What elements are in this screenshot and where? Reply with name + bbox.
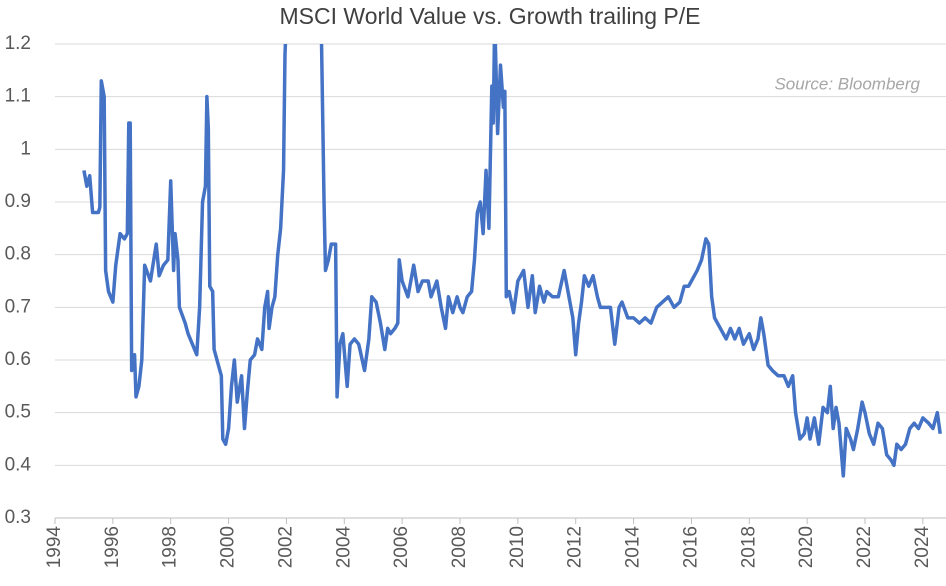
x-tick-label: 2018 bbox=[738, 526, 759, 568]
x-tick-label: 1994 bbox=[44, 526, 65, 569]
x-tick-label: 2022 bbox=[854, 526, 875, 568]
y-tick-label: 0.5 bbox=[5, 402, 31, 423]
x-tick-label: 2020 bbox=[796, 526, 817, 568]
chart-title: MSCI World Value vs. Growth trailing P/E bbox=[280, 3, 701, 29]
y-tick-label: 0.3 bbox=[5, 507, 31, 528]
x-tick-label: 1998 bbox=[160, 526, 181, 568]
y-tick-label: 0.8 bbox=[5, 244, 31, 265]
y-tick-label: 0.6 bbox=[5, 349, 31, 370]
x-tick-label: 2012 bbox=[565, 526, 586, 568]
data-line bbox=[82, 44, 942, 478]
y-tick-label: 0.4 bbox=[5, 454, 32, 475]
y-tick-label: 1.1 bbox=[5, 86, 31, 107]
y-tick-label: 0.7 bbox=[5, 296, 31, 317]
x-tick-label: 2008 bbox=[449, 526, 470, 568]
x-tick-label: 2004 bbox=[333, 526, 354, 569]
y-tick-label: 1.2 bbox=[5, 33, 31, 54]
x-tick-label: 2002 bbox=[275, 526, 296, 568]
x-tick-label: 2016 bbox=[680, 526, 701, 568]
y-tick-label: 1 bbox=[20, 138, 31, 159]
x-tick-label: 2006 bbox=[391, 526, 412, 568]
source-note: Source: Bloomberg bbox=[774, 74, 920, 93]
x-tick-label: 1996 bbox=[102, 526, 123, 568]
x-tick-label: 2014 bbox=[623, 526, 644, 569]
plot-area bbox=[82, 44, 942, 478]
x-tick-label: 2024 bbox=[912, 526, 933, 569]
x-tick-label: 2010 bbox=[507, 526, 528, 568]
grid bbox=[54, 43, 946, 524]
x-tick-label: 2000 bbox=[218, 526, 239, 568]
axis-labels: 0.3 0.4 0.5 0.6 0.7 0.8 0.9 1 1.1 1.2 1994 1996 1998… bbox=[5, 33, 933, 568]
y-tick-label: 0.9 bbox=[5, 191, 31, 212]
